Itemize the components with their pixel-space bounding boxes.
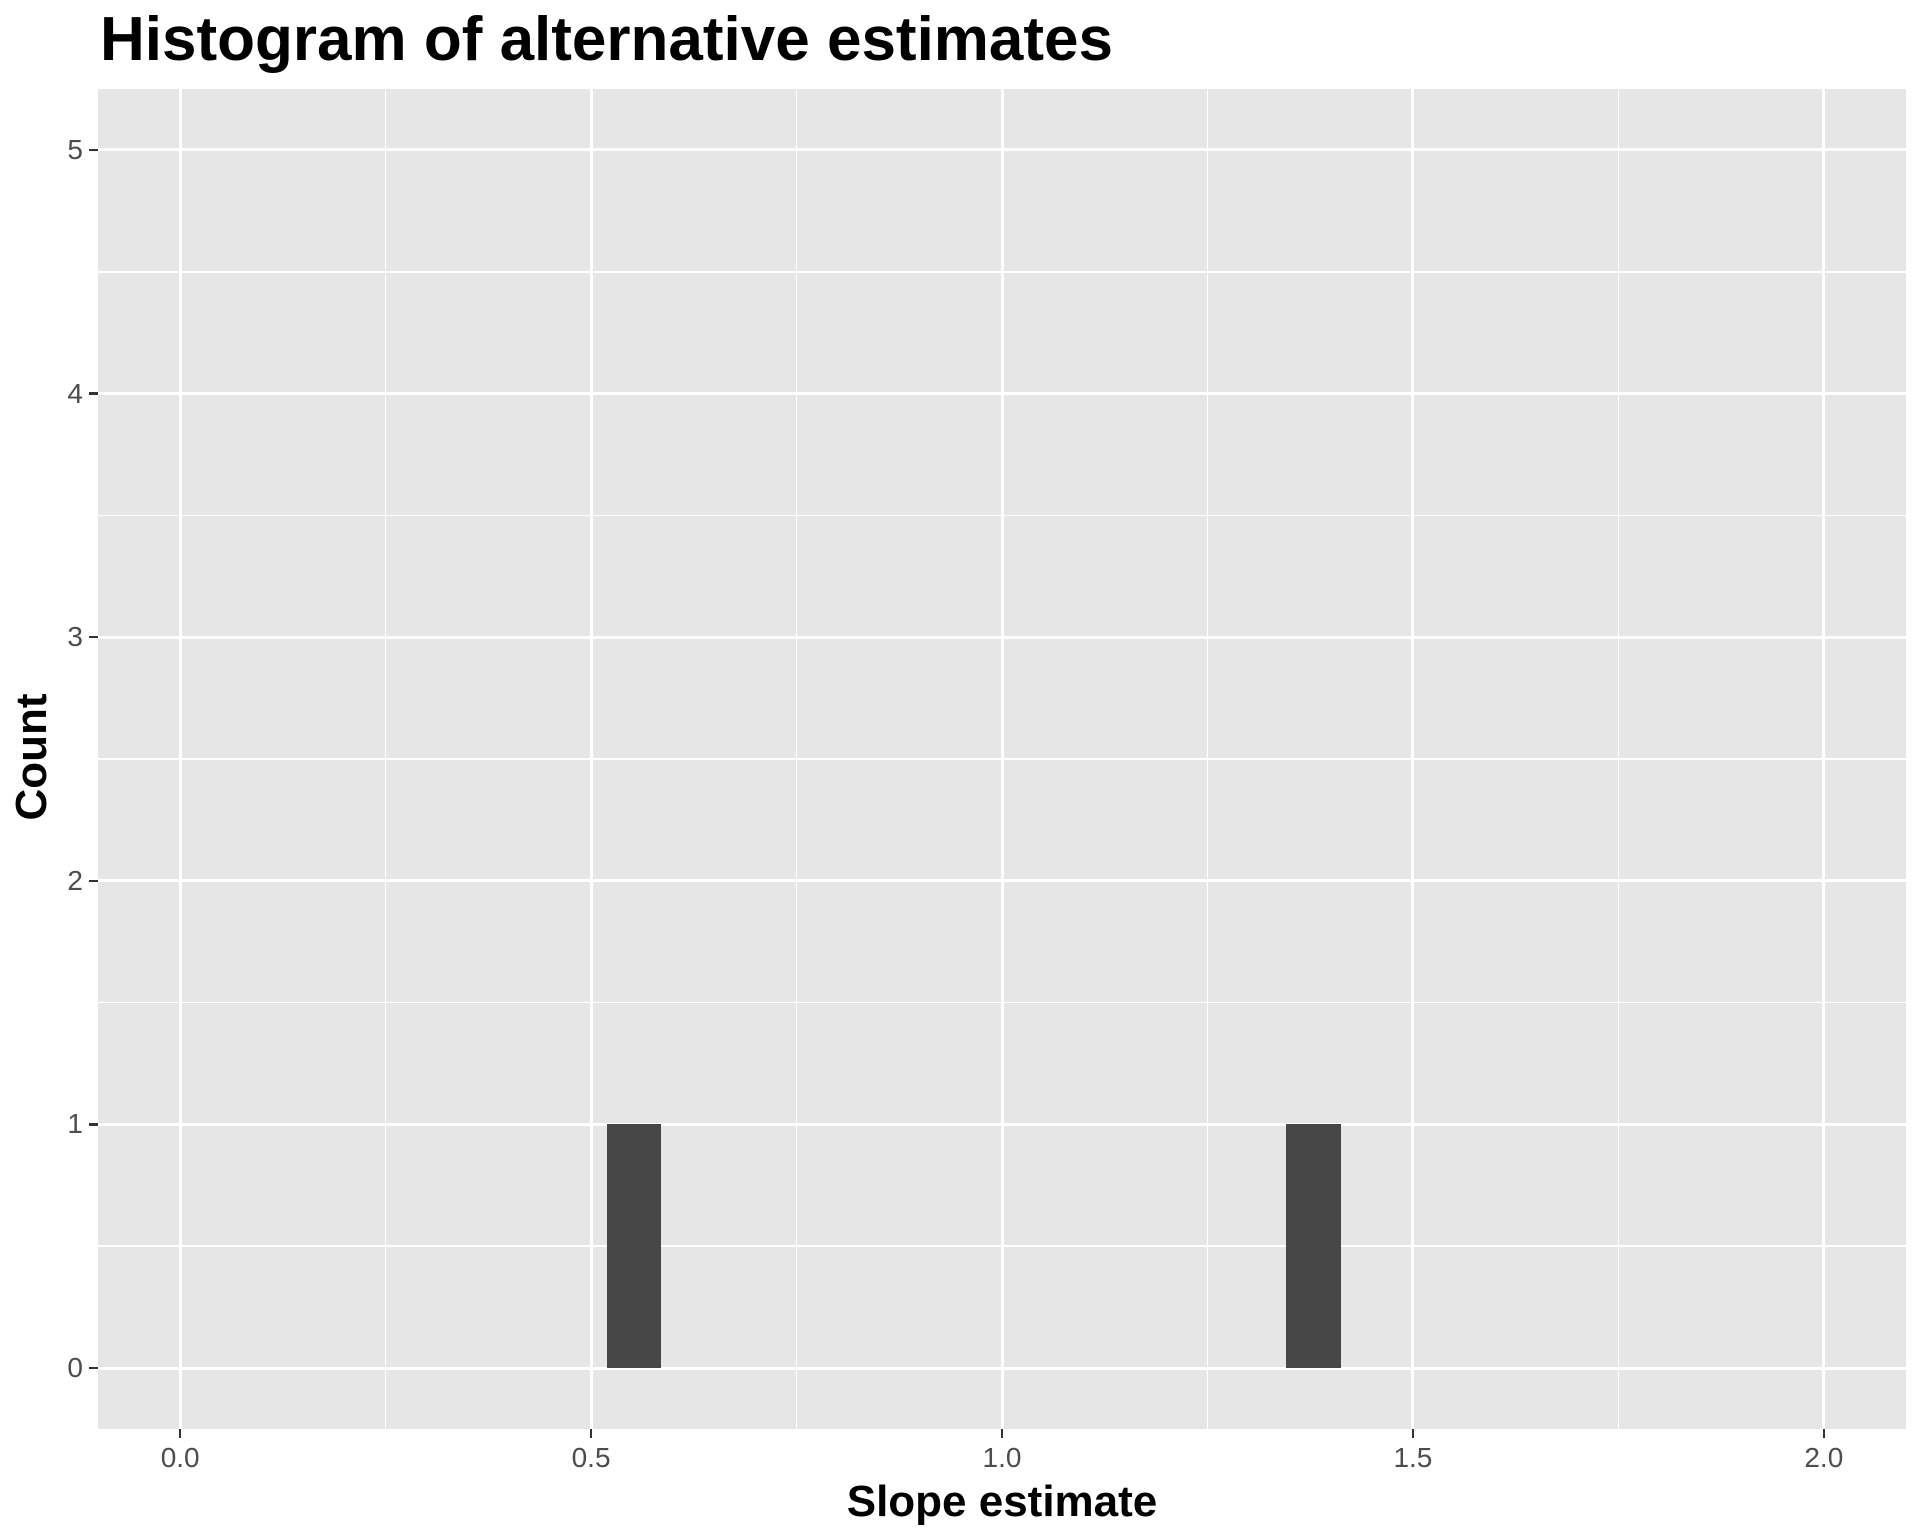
x-tick-mark xyxy=(1822,1429,1826,1438)
x-major-gridline xyxy=(178,89,182,1429)
y-tick-mark xyxy=(89,635,98,639)
y-tick-label: 3 xyxy=(67,621,83,653)
x-tick-mark xyxy=(1411,1429,1415,1438)
y-tick-label: 1 xyxy=(67,1108,83,1140)
x-tick-label: 1.5 xyxy=(1393,1442,1433,1473)
x-major-gridline xyxy=(1000,89,1004,1429)
y-tick-label: 0 xyxy=(67,1352,83,1384)
y-tick-mark xyxy=(89,1366,98,1370)
histogram-bar xyxy=(606,1124,661,1369)
x-tick-label: 0.5 xyxy=(571,1442,611,1473)
x-tick-label: 1.0 xyxy=(982,1442,1022,1473)
plot-panel xyxy=(98,89,1906,1429)
y-tick-label: 2 xyxy=(67,864,83,896)
y-tick-label: 4 xyxy=(67,377,83,409)
x-tick-mark xyxy=(1000,1429,1004,1438)
x-major-gridline xyxy=(1411,89,1415,1429)
x-minor-gridline xyxy=(384,89,387,1429)
x-tick-mark xyxy=(178,1429,182,1438)
x-minor-gridline xyxy=(795,89,798,1429)
y-tick-label: 5 xyxy=(67,133,83,165)
histogram-bar xyxy=(1285,1124,1342,1369)
y-tick-mark xyxy=(89,392,98,395)
x-minor-gridline xyxy=(1617,89,1620,1429)
x-tick-label: 0.0 xyxy=(160,1442,200,1473)
x-axis-title: Slope estimate xyxy=(846,1477,1158,1526)
x-minor-gridline xyxy=(1206,89,1209,1429)
x-tick-label: 2.0 xyxy=(1804,1442,1844,1473)
y-tick-mark xyxy=(89,1123,98,1126)
y-tick-mark xyxy=(89,148,98,152)
y-axis-title: Count xyxy=(7,693,56,821)
x-tick-mark xyxy=(589,1429,593,1438)
plot-title: Histogram of alternative estimates xyxy=(100,5,1114,74)
x-major-gridline xyxy=(589,89,593,1429)
y-tick-mark xyxy=(89,879,98,883)
x-major-gridline xyxy=(1822,89,1826,1429)
